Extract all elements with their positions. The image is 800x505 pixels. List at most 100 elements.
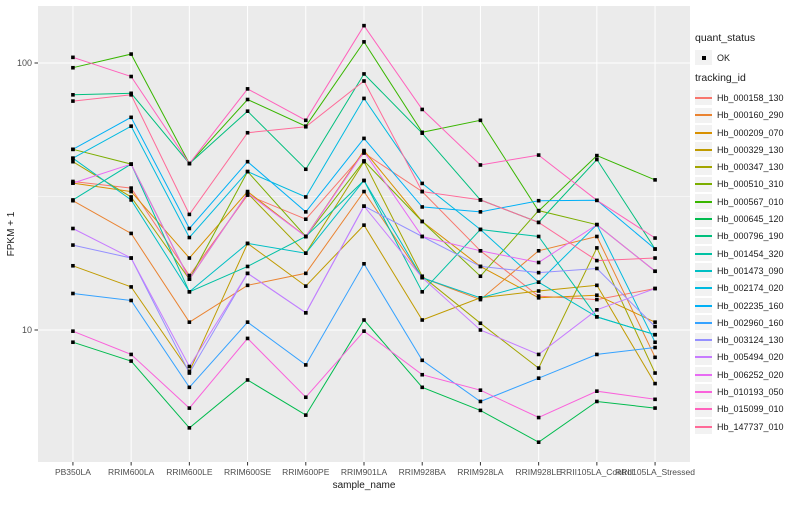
data-point <box>71 65 75 70</box>
data-point <box>129 285 133 289</box>
series-color-swatch <box>695 183 712 186</box>
legend-label-tracking-id: Hb_000160_290 <box>717 110 784 121</box>
data-point <box>187 364 192 369</box>
data-point <box>303 251 308 255</box>
data-point <box>653 178 657 182</box>
data-point <box>420 385 425 390</box>
legend-item-tracking: Hb_002960_160 <box>695 314 800 331</box>
data-point <box>245 283 250 288</box>
data-point <box>71 99 75 103</box>
data-point <box>187 426 192 430</box>
data-point <box>303 234 308 239</box>
data-point <box>420 358 425 363</box>
data-point <box>362 318 366 322</box>
data-point <box>595 293 599 298</box>
legend-item-tracking: Hb_010193_050 <box>695 383 800 400</box>
data-point <box>478 296 483 300</box>
data-point <box>187 161 192 166</box>
data-point <box>478 264 483 269</box>
series-color-swatch <box>695 356 712 359</box>
data-point <box>536 296 541 300</box>
x-axis-title: sample_name <box>333 480 396 491</box>
legend-label-tracking-id: Hb_000796_190 <box>717 231 784 242</box>
data-point <box>595 266 599 271</box>
data-point <box>653 332 657 337</box>
data-point <box>478 328 483 332</box>
data-point <box>129 298 133 303</box>
data-point <box>71 329 75 333</box>
data-point <box>362 189 366 194</box>
x-tick-label: RRIM928LA <box>457 467 504 477</box>
data-point <box>420 372 425 377</box>
data-point <box>129 231 133 236</box>
data-point <box>129 198 133 202</box>
legend-item-tracking: Hb_000329_130 <box>695 141 800 158</box>
legend-item-tracking: Hb_015099_010 <box>695 401 800 418</box>
data-point <box>129 115 133 120</box>
data-point <box>536 352 541 357</box>
data-point <box>653 355 657 360</box>
data-point <box>303 271 308 276</box>
y-axis-title: FPKM + 1 <box>6 211 17 256</box>
data-point <box>362 178 366 183</box>
data-point <box>362 23 366 28</box>
data-point <box>595 283 599 288</box>
legend-key-line <box>695 176 712 192</box>
data-point <box>653 256 657 260</box>
data-point <box>71 340 75 345</box>
series-color-swatch <box>695 425 712 428</box>
data-point <box>303 195 308 199</box>
legend-item-tracking: Hb_000567_010 <box>695 193 800 210</box>
data-point <box>595 234 599 239</box>
legend-key-line <box>695 142 712 158</box>
data-point <box>478 321 483 326</box>
legend-key-line <box>695 367 712 383</box>
x-tick-label: RRII105LA_Control <box>560 467 634 477</box>
data-point <box>536 289 541 293</box>
data-point <box>420 290 425 294</box>
data-point <box>129 352 133 357</box>
data-point <box>187 256 192 260</box>
legend-key-line <box>695 419 712 435</box>
x-tick-label: RRIM600LE <box>166 467 213 477</box>
data-point <box>362 79 366 83</box>
data-point <box>187 371 192 375</box>
data-point <box>595 258 599 263</box>
legend-label-tracking-id: Hb_002960_160 <box>717 317 784 328</box>
data-point <box>129 162 133 166</box>
y-tick-label: 10 <box>22 325 32 335</box>
data-point <box>595 308 599 312</box>
data-point <box>653 397 657 402</box>
data-point <box>420 318 425 322</box>
data-point <box>303 395 308 400</box>
data-point <box>420 219 425 224</box>
data-point <box>536 280 541 285</box>
data-point <box>478 210 483 214</box>
legend-label-tracking-id: Hb_005494_020 <box>717 352 784 363</box>
series-color-swatch <box>695 252 712 255</box>
legend-key-line <box>695 349 712 365</box>
data-point <box>595 157 599 162</box>
data-point <box>362 204 366 208</box>
data-point <box>129 74 133 79</box>
data-point <box>653 247 657 251</box>
data-point <box>478 399 483 404</box>
legend-item-tracking: Hb_005494_020 <box>695 349 800 366</box>
data-point <box>536 440 541 444</box>
series-color-swatch <box>695 200 712 203</box>
legend-key-line <box>695 315 712 331</box>
legend-title-tracking-id: tracking_id <box>695 72 746 85</box>
legend-key-point <box>695 50 712 66</box>
legend-key-line <box>695 228 712 244</box>
series-color-swatch <box>695 339 712 342</box>
data-point <box>129 359 133 363</box>
data-point <box>595 352 599 357</box>
data-point <box>362 136 366 141</box>
data-point <box>245 159 250 164</box>
data-point <box>420 205 425 209</box>
data-point <box>187 226 192 231</box>
data-point <box>71 243 75 247</box>
data-point <box>187 320 192 324</box>
